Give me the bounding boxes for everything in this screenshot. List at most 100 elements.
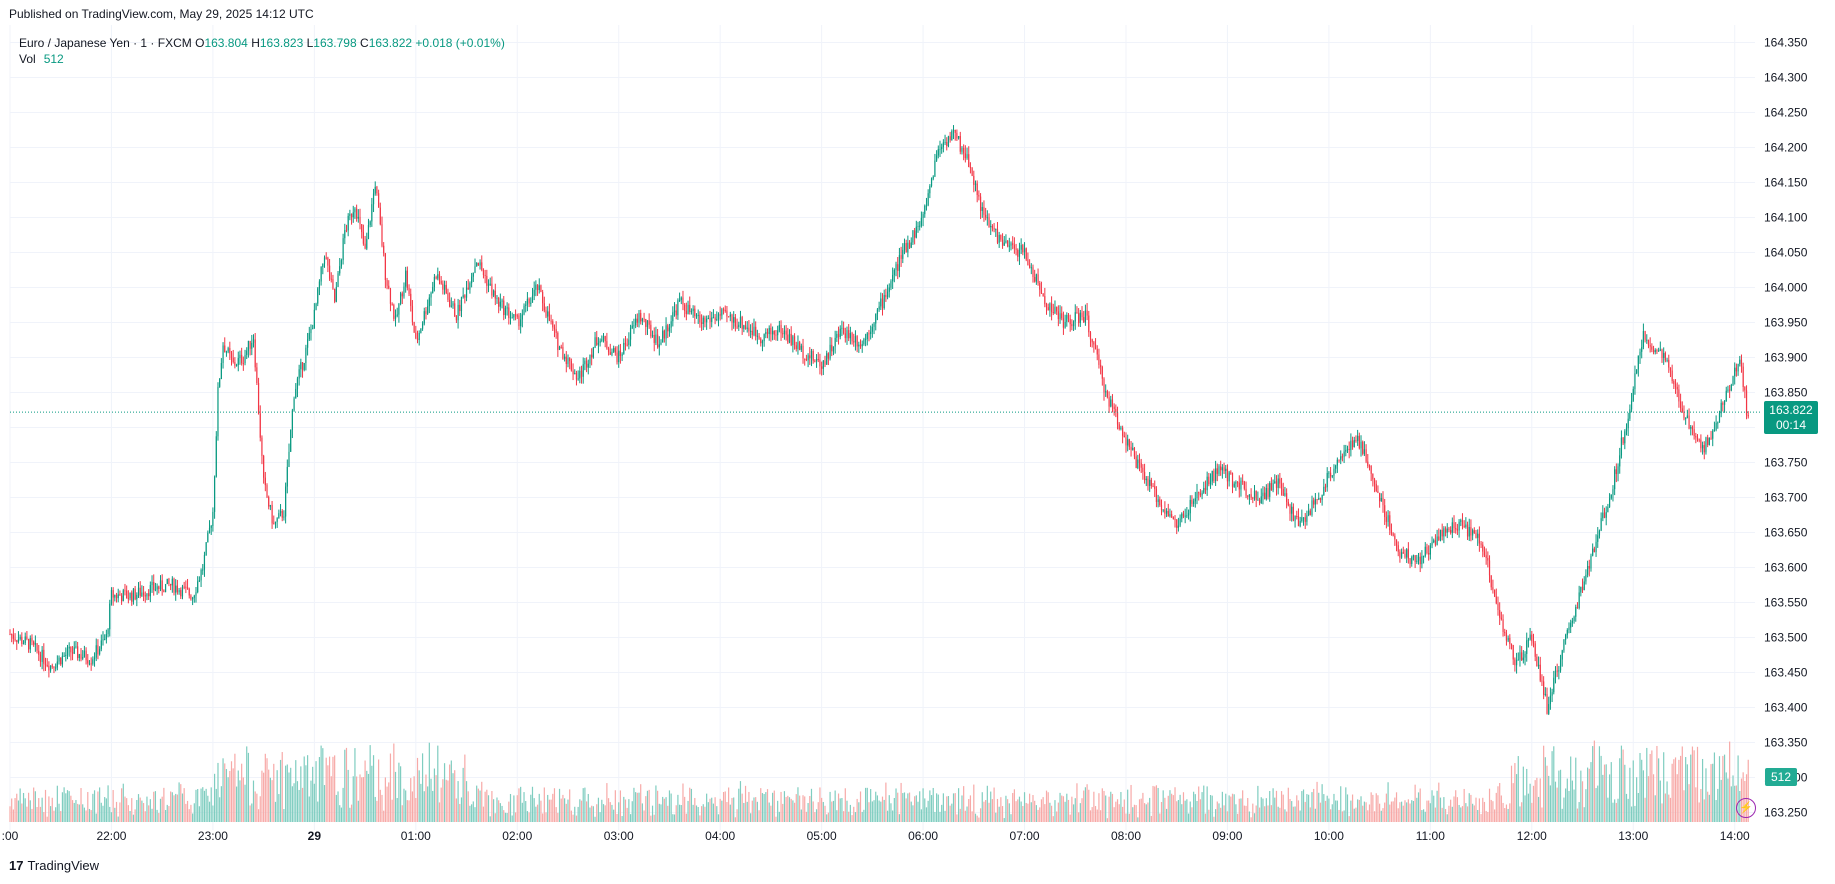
candle-body	[1130, 446, 1132, 450]
candle-body	[237, 358, 239, 366]
candle-body	[1282, 489, 1284, 496]
candle-body	[1159, 499, 1161, 506]
volume-bar	[291, 786, 293, 822]
volume-bar	[1644, 797, 1646, 822]
candle-body	[1213, 470, 1215, 481]
volume-bar	[476, 785, 478, 822]
volume-bar	[535, 806, 537, 822]
candle-body	[1264, 492, 1266, 500]
ohlc-legend: Euro / Japanese Yen · 1 · FXCM O163.804 …	[19, 35, 505, 52]
volume-bar	[837, 793, 840, 822]
candle-body	[498, 297, 500, 307]
volume-bar	[295, 760, 297, 822]
candle-body	[1341, 456, 1344, 458]
candle-body	[19, 636, 21, 640]
candle-body	[186, 587, 189, 589]
volume-bar	[202, 787, 204, 822]
volume-bar	[1730, 786, 1732, 822]
volume-bar	[55, 807, 57, 822]
candle-body	[163, 590, 165, 593]
volume-bar	[432, 790, 434, 822]
volume-bar	[1064, 801, 1066, 822]
candle-body	[306, 339, 309, 348]
volume-bar	[19, 788, 21, 822]
x-tick-label: 11:00	[1416, 829, 1445, 843]
candle-body	[398, 303, 400, 315]
volume-bar	[49, 806, 52, 822]
volume-bar	[105, 798, 107, 822]
volume-bar	[1723, 754, 1726, 822]
volume-bar	[895, 788, 897, 822]
candle-body	[550, 320, 552, 322]
candle-body	[1357, 435, 1359, 441]
volume-bar	[709, 798, 711, 822]
candle-body	[1209, 481, 1212, 485]
volume-bar	[1443, 797, 1445, 822]
candle-body	[1321, 494, 1323, 500]
volume-bar	[36, 806, 38, 822]
candle-body	[156, 586, 158, 590]
symbol-name[interactable]: Euro / Japanese Yen · 1 · FXCM	[19, 36, 192, 50]
candle-body	[1336, 459, 1338, 466]
candle-body	[920, 217, 922, 226]
candle-body	[1537, 664, 1540, 667]
volume-bar	[1409, 803, 1411, 822]
volume-bar	[569, 789, 571, 822]
volume-bar	[930, 795, 933, 822]
lightning-icon[interactable]: ⚡	[1736, 798, 1756, 818]
candle-body	[1174, 519, 1176, 521]
volume-bar	[408, 800, 410, 822]
volume-bar	[778, 811, 780, 822]
volume-bar	[73, 802, 75, 822]
candle-body	[763, 334, 765, 342]
candle-body	[1023, 248, 1026, 253]
candle-body	[547, 311, 549, 317]
volume-bar	[43, 812, 45, 822]
candle-body	[1299, 521, 1301, 527]
volume-bar	[721, 800, 723, 822]
candle-body	[1725, 390, 1727, 402]
candle-body	[283, 516, 285, 518]
volume-bar	[565, 803, 567, 822]
candle-body	[660, 342, 662, 345]
volume-bar	[376, 800, 378, 822]
volume-bar	[342, 787, 344, 822]
candle-body	[1128, 439, 1130, 447]
volume-bar	[897, 792, 899, 822]
candle-body	[1328, 472, 1330, 474]
volume-bar	[1020, 801, 1022, 822]
candle-body	[1575, 607, 1577, 617]
candle-body	[1695, 436, 1697, 438]
candle-body	[1492, 587, 1494, 590]
volume-bar	[477, 788, 479, 822]
candle-body	[212, 511, 214, 526]
candle-body	[1000, 235, 1002, 240]
volume-bar	[736, 809, 738, 822]
candle-body	[1683, 411, 1685, 419]
volume-bar	[1032, 795, 1034, 822]
volume-bar	[46, 816, 48, 822]
volume-bar	[548, 799, 550, 822]
volume-bar	[65, 793, 67, 822]
candle-body	[805, 359, 808, 361]
candle-body	[1688, 415, 1690, 429]
volume-bar	[224, 763, 226, 822]
candle-body	[753, 326, 755, 336]
candle-body	[1735, 367, 1738, 372]
volume-bar	[1191, 807, 1193, 822]
volume-bar	[542, 813, 544, 822]
volume-bar	[1691, 746, 1694, 822]
volume-bar	[1497, 786, 1499, 822]
candle-body	[821, 366, 823, 369]
volume-bar	[638, 792, 640, 822]
candle-body	[1171, 514, 1173, 518]
volume-bar	[374, 796, 376, 822]
volume-bar	[423, 791, 425, 822]
candle-body	[1199, 493, 1201, 496]
volume-bar	[1280, 791, 1283, 822]
candle-body	[704, 317, 706, 323]
candle-body	[925, 205, 928, 207]
candle-body	[729, 314, 731, 317]
